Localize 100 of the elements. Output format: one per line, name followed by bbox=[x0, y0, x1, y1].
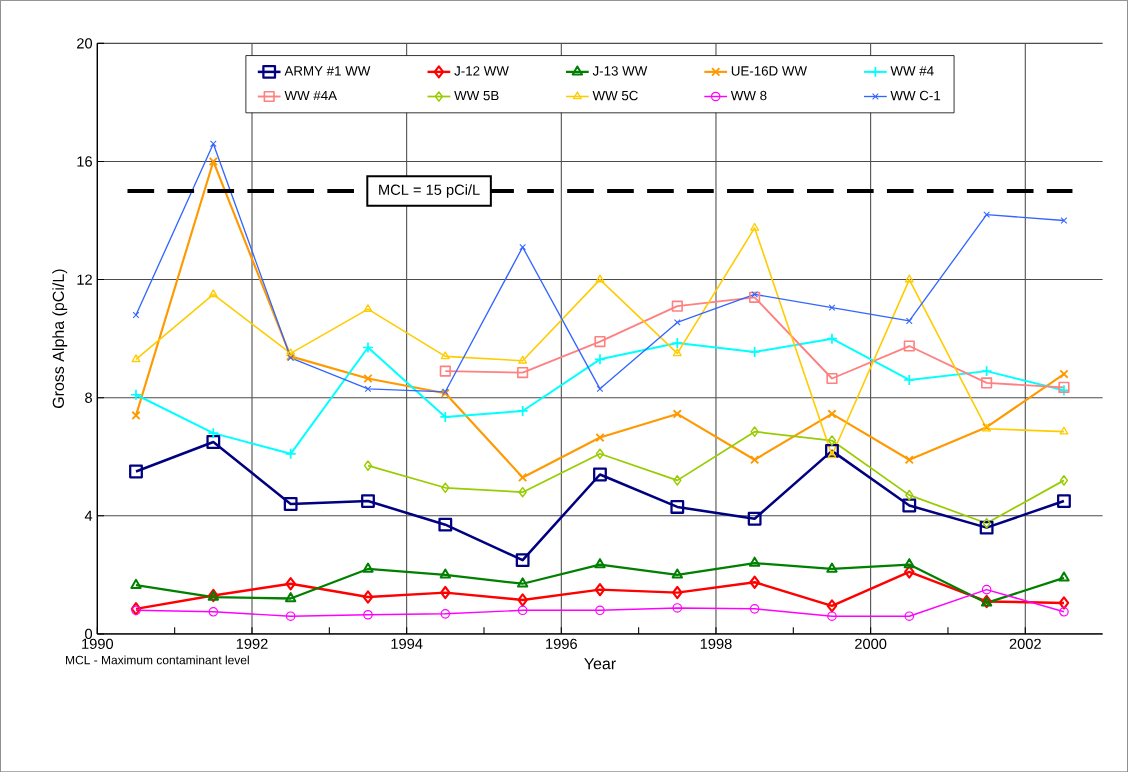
point bbox=[440, 608, 451, 619]
point bbox=[903, 558, 915, 569]
point bbox=[671, 300, 683, 312]
point bbox=[516, 405, 529, 417]
point bbox=[131, 410, 141, 420]
y-tick-label: 12 bbox=[77, 274, 92, 285]
point bbox=[750, 454, 760, 465]
point bbox=[284, 591, 297, 603]
point bbox=[903, 374, 916, 386]
point bbox=[439, 365, 451, 377]
legend-label: WW 5B bbox=[454, 90, 499, 101]
x-tick-label: 1994 bbox=[391, 638, 423, 649]
point bbox=[1058, 596, 1070, 610]
point bbox=[283, 496, 298, 511]
point bbox=[362, 590, 374, 604]
text: MCL - Maximum contaminant level bbox=[66, 655, 249, 665]
point bbox=[981, 584, 992, 595]
y-tick-label: 4 bbox=[84, 510, 93, 521]
point bbox=[982, 517, 991, 529]
point bbox=[1059, 606, 1069, 617]
y-tick-label: 16 bbox=[77, 156, 92, 167]
point bbox=[363, 460, 373, 471]
point bbox=[441, 482, 450, 493]
point bbox=[748, 556, 761, 567]
legend-label: J-12 WW bbox=[454, 66, 509, 76]
point bbox=[673, 318, 681, 326]
point bbox=[208, 289, 218, 298]
point bbox=[672, 409, 682, 419]
point bbox=[826, 332, 838, 345]
point bbox=[593, 467, 607, 482]
point bbox=[1058, 571, 1070, 582]
point bbox=[286, 348, 296, 357]
point bbox=[206, 434, 221, 449]
point bbox=[209, 140, 217, 148]
point bbox=[1059, 369, 1069, 379]
legend-label: J-13 WW bbox=[592, 66, 648, 76]
legend-label: WW 5C bbox=[592, 90, 638, 101]
point bbox=[439, 568, 451, 579]
point bbox=[981, 377, 993, 389]
point bbox=[363, 373, 373, 384]
point bbox=[670, 499, 685, 514]
point bbox=[596, 385, 604, 393]
y-tick-label: 0 bbox=[85, 628, 93, 640]
point bbox=[518, 355, 528, 364]
point bbox=[672, 603, 683, 613]
legend-label: UE-16D WW bbox=[731, 66, 807, 76]
point bbox=[595, 432, 605, 443]
point bbox=[208, 606, 219, 617]
point bbox=[671, 337, 684, 349]
x-tick-label: 1996 bbox=[546, 638, 577, 649]
point bbox=[826, 599, 838, 613]
point bbox=[364, 385, 372, 393]
point bbox=[747, 511, 762, 526]
point bbox=[825, 443, 839, 458]
point bbox=[750, 426, 759, 437]
point bbox=[518, 486, 527, 498]
point bbox=[827, 611, 837, 621]
point bbox=[595, 274, 605, 283]
point bbox=[749, 575, 760, 589]
point bbox=[440, 351, 450, 360]
point bbox=[517, 593, 528, 607]
legend-label: ARMY #1 WW bbox=[284, 66, 371, 76]
legend-label: WW #4A bbox=[284, 90, 338, 100]
point bbox=[517, 366, 529, 379]
point bbox=[672, 348, 682, 357]
point bbox=[361, 494, 375, 508]
point bbox=[902, 498, 917, 513]
point bbox=[440, 585, 451, 600]
point bbox=[749, 291, 761, 303]
point bbox=[594, 353, 606, 366]
point bbox=[1059, 426, 1069, 435]
point bbox=[905, 317, 913, 325]
point bbox=[594, 335, 606, 348]
point bbox=[828, 304, 836, 311]
point bbox=[827, 435, 837, 446]
point bbox=[363, 303, 373, 312]
point bbox=[362, 341, 374, 354]
point bbox=[905, 489, 914, 501]
point bbox=[1057, 494, 1071, 508]
point bbox=[672, 585, 683, 600]
point bbox=[207, 427, 220, 439]
point bbox=[131, 354, 141, 363]
point bbox=[594, 558, 606, 569]
point bbox=[130, 578, 142, 589]
point bbox=[517, 605, 528, 615]
x-axis-title: Year bbox=[584, 658, 616, 670]
point bbox=[904, 454, 914, 465]
point bbox=[903, 340, 915, 352]
y-tick-label: 20 bbox=[77, 38, 93, 49]
point bbox=[516, 577, 529, 588]
legend-label: WW 8 bbox=[730, 90, 767, 101]
point bbox=[129, 464, 143, 479]
point bbox=[363, 609, 373, 620]
x-tick-label: 1990 bbox=[82, 638, 114, 649]
point bbox=[515, 553, 530, 567]
point bbox=[904, 565, 915, 579]
x-tick-label: 1998 bbox=[700, 638, 732, 649]
point bbox=[1059, 474, 1069, 486]
point bbox=[979, 520, 994, 535]
point bbox=[826, 372, 838, 384]
